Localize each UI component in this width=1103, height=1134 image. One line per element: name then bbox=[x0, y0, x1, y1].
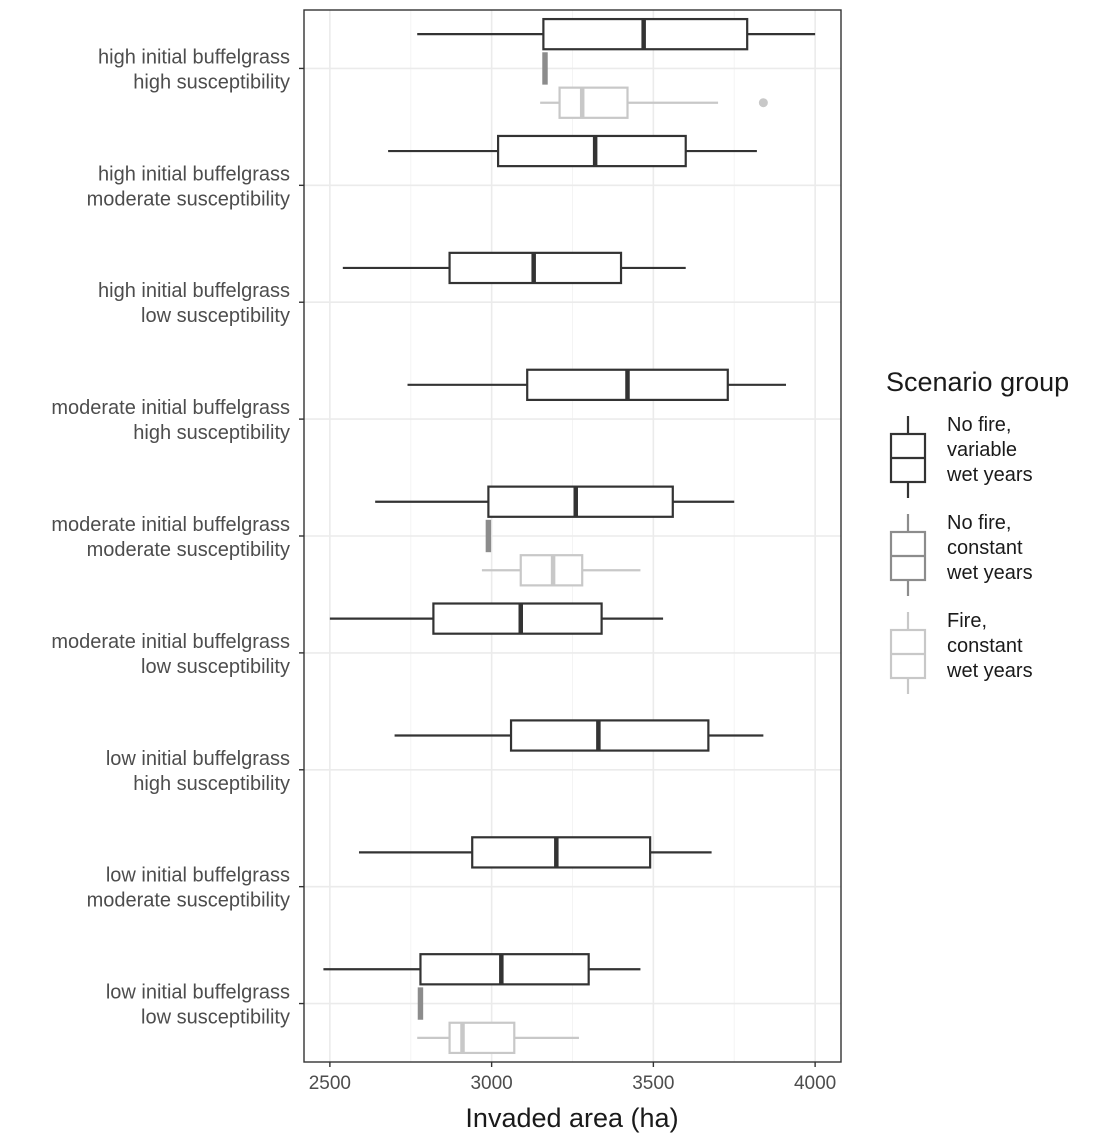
category-label-line1: low initial buffelgrass bbox=[106, 865, 290, 887]
box-0-2 bbox=[342, 251, 686, 285]
category-label-line1: high initial buffelgrass bbox=[98, 46, 290, 68]
legend-label-line: wet years bbox=[946, 660, 1033, 682]
x-tick-label: 3000 bbox=[470, 1073, 512, 1094]
box-iqr bbox=[496, 134, 687, 168]
box-0-0 bbox=[417, 17, 816, 51]
grid-lines bbox=[304, 10, 841, 1062]
legend: Scenario group No fire, variable wet years… bbox=[886, 367, 1069, 694]
category-label-line2: moderate susceptibility bbox=[87, 539, 290, 561]
box-0-4 bbox=[375, 485, 735, 518]
category-label-line2: high susceptibility bbox=[133, 422, 290, 444]
x-tick-label: 4000 bbox=[794, 1073, 836, 1094]
category-label-line1: moderate initial buffelgrass bbox=[51, 514, 290, 536]
x-tick-label: 3500 bbox=[632, 1073, 674, 1094]
category-label-line2: low susceptibility bbox=[141, 305, 290, 327]
y-axis: high initial buffelgrass high susceptibil… bbox=[51, 46, 304, 1029]
box-iqr bbox=[487, 485, 674, 518]
legend-key-2 bbox=[889, 612, 927, 694]
box-2-8 bbox=[417, 1021, 579, 1055]
category-label-line2: moderate susceptibility bbox=[87, 890, 290, 912]
category-label-line2: high susceptibility bbox=[133, 773, 290, 795]
x-axis-title: Invaded area (ha) bbox=[465, 1103, 678, 1133]
category-label-line2: low susceptibility bbox=[141, 1007, 290, 1029]
legend-label-line: constant bbox=[947, 537, 1023, 559]
category-label-line2: high susceptibility bbox=[133, 71, 290, 93]
box-iqr bbox=[471, 836, 652, 869]
category-label-line2: moderate susceptibility bbox=[87, 188, 290, 210]
legend-label-line: constant bbox=[947, 635, 1023, 657]
x-axis: 2500 3000 3500 4000 bbox=[309, 1062, 836, 1094]
box-iqr bbox=[558, 86, 629, 119]
category-label-line2: low susceptibility bbox=[141, 656, 290, 678]
legend-label-line: No fire, bbox=[947, 414, 1011, 436]
legend-key-0 bbox=[889, 416, 927, 498]
category-label-line1: low initial buffelgrass bbox=[106, 748, 290, 770]
legend-label-line: variable bbox=[947, 439, 1017, 461]
box-1-0 bbox=[542, 52, 548, 85]
outlier-point bbox=[758, 98, 768, 108]
box-0-7 bbox=[358, 836, 712, 869]
category-label-line1: moderate initial buffelgrass bbox=[51, 631, 290, 653]
legend-key-1 bbox=[889, 514, 927, 596]
category-label-line1: high initial buffelgrass bbox=[98, 280, 290, 302]
legend-label-line: wet years bbox=[946, 562, 1033, 584]
box-iqr bbox=[432, 602, 603, 635]
box-2-4 bbox=[481, 554, 641, 587]
box-1-4 bbox=[485, 519, 492, 553]
box-iqr bbox=[448, 1021, 516, 1055]
box-0-5 bbox=[329, 602, 664, 635]
legend-label-line: Fire, bbox=[947, 610, 987, 632]
category-label-line1: moderate initial buffelgrass bbox=[51, 397, 290, 419]
legend-title: Scenario group bbox=[886, 367, 1069, 397]
box-0-6 bbox=[394, 719, 764, 752]
plot-boxes bbox=[323, 17, 816, 1055]
category-label-line1: low initial buffelgrass bbox=[106, 982, 290, 1004]
x-tick-label: 2500 bbox=[309, 1073, 351, 1094]
box-0-1 bbox=[388, 134, 757, 168]
legend-label-line: wet years bbox=[946, 464, 1033, 486]
box-iqr bbox=[509, 719, 710, 752]
legend-label-line: No fire, bbox=[947, 512, 1011, 534]
box-0-8 bbox=[323, 953, 641, 986]
box-1-8 bbox=[417, 987, 424, 1020]
category-label-line1: high initial buffelgrass bbox=[98, 163, 290, 185]
box-2-0 bbox=[540, 86, 768, 119]
box-iqr bbox=[419, 953, 590, 986]
box-0-3 bbox=[407, 368, 787, 402]
